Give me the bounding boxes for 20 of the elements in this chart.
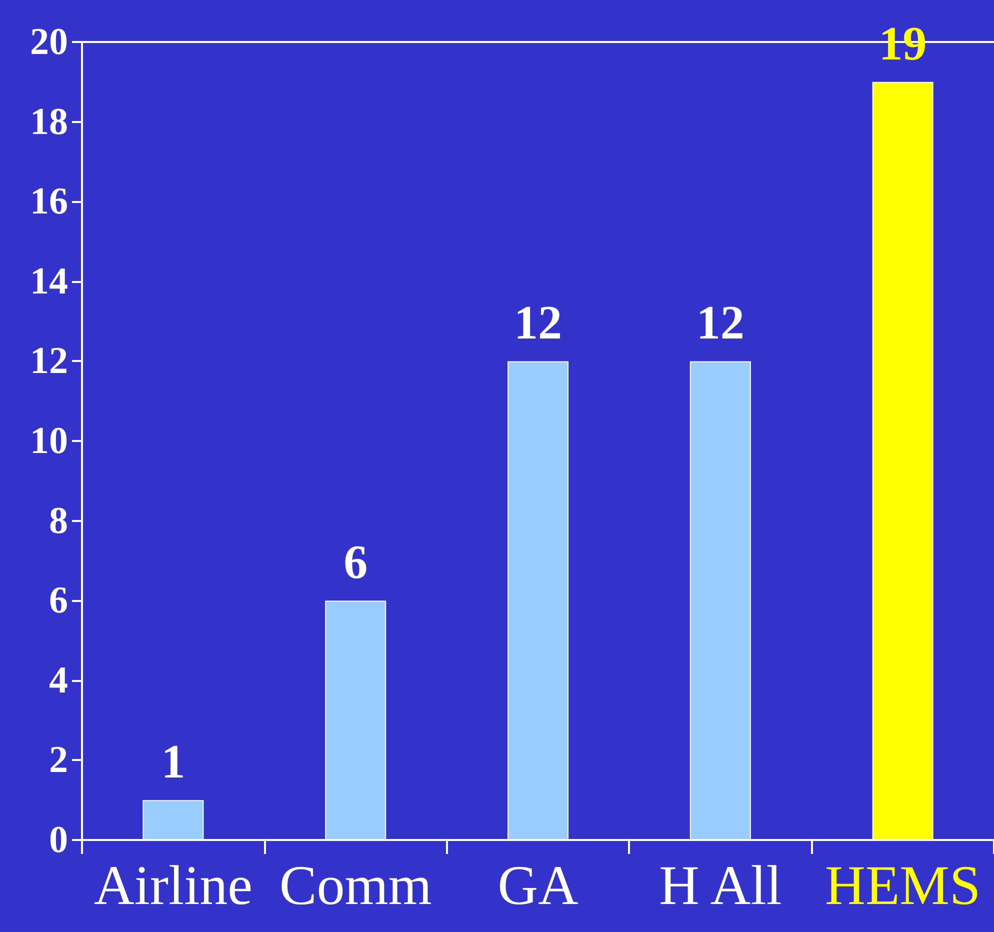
y-tick-label: 12 (30, 340, 68, 382)
x-tick-label: HEMS (825, 855, 981, 917)
data-label: 1 (161, 736, 186, 789)
data-label: 6 (344, 536, 368, 590)
x-tick-label: GA (498, 855, 579, 917)
y-tick-label: 4 (49, 659, 68, 702)
y-tick-label: 10 (30, 420, 68, 462)
y-tick-label: 16 (30, 180, 68, 223)
x-tick-label: H All (658, 855, 782, 917)
y-tick-label: 14 (30, 260, 68, 302)
data-label: 12 (696, 296, 744, 350)
y-tick-label: 20 (30, 21, 68, 63)
y-tick-label: 0 (49, 819, 68, 861)
y-tick-label: 18 (30, 100, 68, 143)
y-tick-label: 2 (49, 739, 68, 782)
x-tick-label: Airline (94, 855, 253, 917)
y-tick-label: 6 (49, 580, 68, 622)
x-tick-label: Comm (279, 855, 432, 917)
y-tick-label: 8 (49, 500, 68, 542)
data-label: 12 (514, 296, 562, 350)
